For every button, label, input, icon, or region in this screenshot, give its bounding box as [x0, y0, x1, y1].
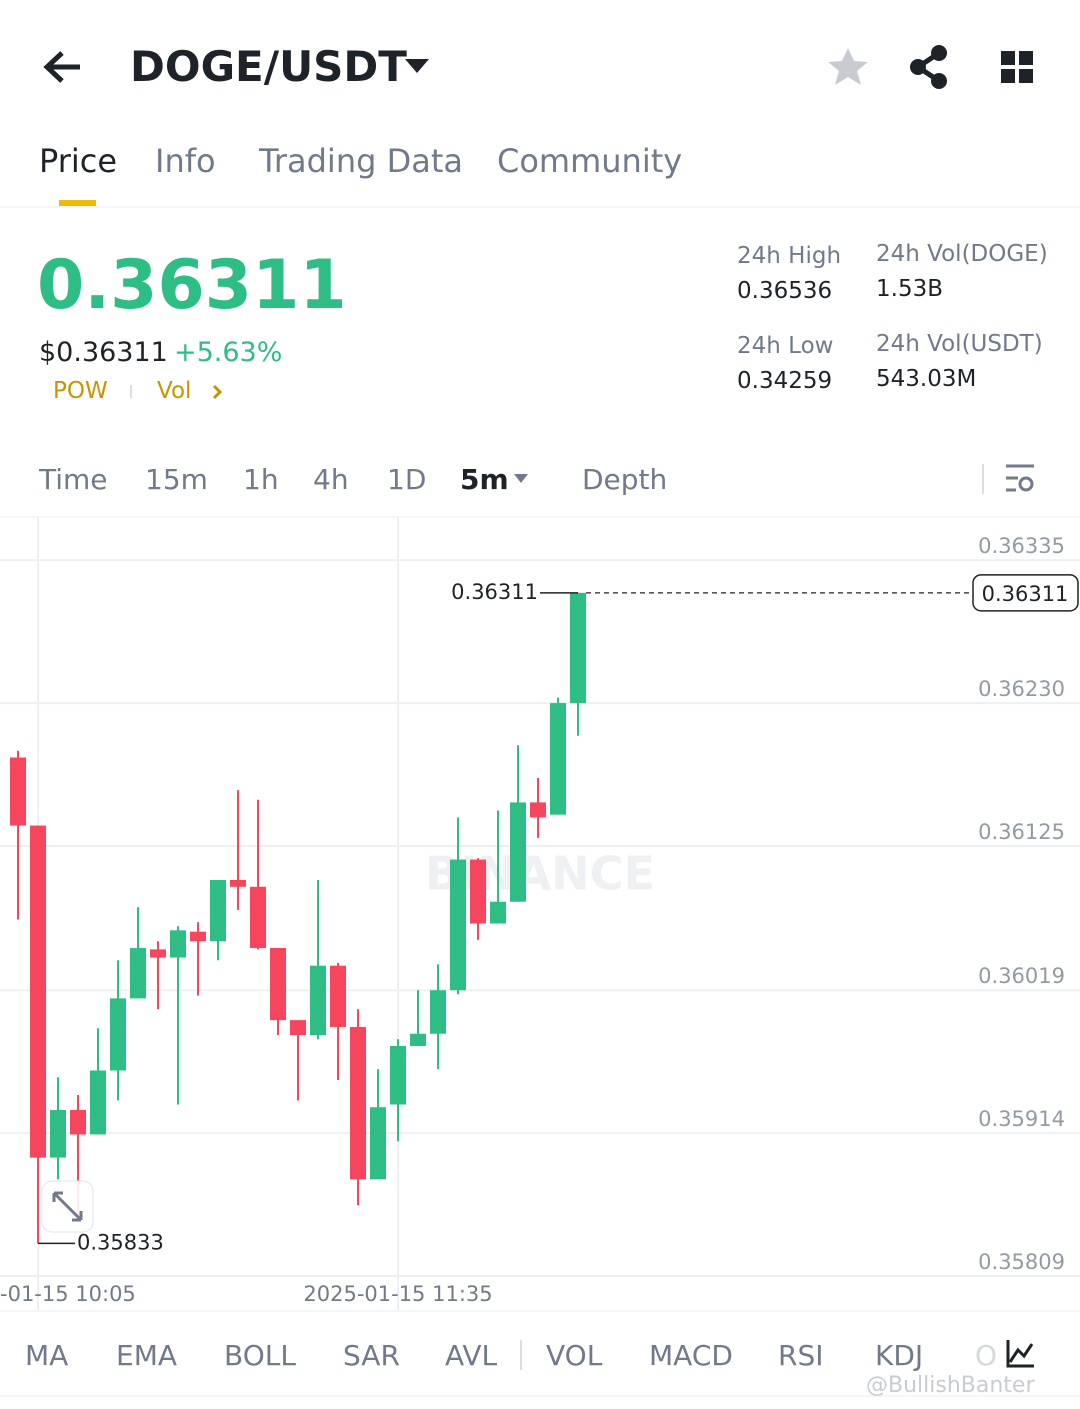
- y-tick-label: 0.35914: [978, 1107, 1065, 1131]
- interval[interactable]: 5m: [460, 463, 509, 496]
- candle-body: [130, 948, 146, 999]
- candle-body: [170, 930, 186, 958]
- indicator[interactable]: BOLL: [224, 1339, 296, 1372]
- candle-body: [10, 757, 26, 826]
- y-tick-label: 0.36125: [978, 820, 1065, 844]
- indicator[interactable]: SAR: [343, 1339, 400, 1372]
- candle-body: [110, 998, 126, 1071]
- change: +5.63%: [174, 337, 283, 368]
- indicator[interactable]: KDJ: [875, 1339, 924, 1372]
- tab[interactable]: Price: [39, 142, 118, 180]
- pair-caret[interactable]: [405, 59, 429, 73]
- candle-body: [210, 879, 226, 942]
- indicator[interactable]: O: [975, 1339, 998, 1372]
- stat-label: 24h Low: [737, 333, 834, 359]
- y-tick-label: 0.36230: [978, 677, 1065, 701]
- min-label: 0.35833: [77, 1230, 164, 1254]
- candle-body: [70, 1109, 86, 1135]
- candle-body: [490, 901, 506, 924]
- share-icon[interactable]: [910, 45, 947, 89]
- y-tick-label: 0.36019: [978, 964, 1065, 988]
- candle-body: [390, 1046, 406, 1105]
- expand-button[interactable]: [41, 1180, 94, 1233]
- indicator[interactable]: EMA: [116, 1339, 178, 1372]
- tab[interactable]: Info: [155, 142, 216, 180]
- indicator[interactable]: AVL: [445, 1339, 498, 1372]
- interval[interactable]: Time: [39, 463, 108, 496]
- candle-body: [550, 703, 566, 815]
- stat-label: 24h Vol(USDT): [876, 331, 1043, 357]
- stat-value: 543.03M: [876, 366, 977, 392]
- stat-label: 24h High: [737, 243, 842, 269]
- candle-body: [90, 1070, 106, 1135]
- interval[interactable]: 4h: [313, 463, 349, 496]
- candle-body: [430, 990, 446, 1034]
- interval[interactable]: 1h: [243, 463, 279, 496]
- usd-price: $0.36311: [39, 337, 168, 368]
- indicator[interactable]: MA: [25, 1339, 69, 1372]
- x-tick-label: 2025-01-15 11:35: [303, 1282, 492, 1306]
- back-icon[interactable]: [43, 51, 80, 83]
- stat-value: 1.53B: [876, 276, 943, 302]
- candle-body: [410, 1033, 426, 1046]
- candle-body: [50, 1109, 66, 1158]
- tab[interactable]: Community: [497, 142, 683, 180]
- indicator[interactable]: RSI: [778, 1339, 824, 1372]
- tab[interactable]: Trading Data: [259, 142, 463, 180]
- interval-caret[interactable]: [514, 474, 528, 483]
- candle-body: [250, 886, 266, 949]
- pair-title[interactable]: DOGE/USDT: [130, 42, 407, 91]
- indicator[interactable]: VOL: [546, 1339, 603, 1372]
- settings-icon[interactable]: [1006, 464, 1034, 492]
- candle-body: [370, 1107, 386, 1180]
- candle-body: [150, 949, 166, 958]
- y-tick-label: 0.36335: [978, 534, 1065, 558]
- candle-body: [570, 592, 586, 704]
- stat-value: 0.34259: [737, 368, 833, 394]
- chart-icon[interactable]: [1006, 1340, 1034, 1368]
- interval[interactable]: 15m: [145, 463, 208, 496]
- grid-icon[interactable]: [1001, 51, 1033, 83]
- last-price-box: [972, 574, 1079, 612]
- tag[interactable]: POW: [53, 378, 108, 404]
- candle-body: [350, 1026, 366, 1180]
- candle-body: [450, 859, 466, 991]
- max-label: 0.36311: [451, 580, 538, 604]
- last-price-tag: 0.36311: [982, 582, 1069, 606]
- chevron[interactable]: [212, 384, 223, 400]
- stat-value: 0.36536: [737, 278, 833, 304]
- candle-body: [530, 802, 546, 818]
- candle-body: [470, 859, 486, 924]
- y-tick-label: 0.35809: [978, 1250, 1065, 1274]
- candle-body: [230, 879, 246, 887]
- tag[interactable]: Vol: [157, 378, 192, 404]
- star-icon[interactable]: [828, 48, 868, 85]
- candle-body: [330, 965, 346, 1027]
- x-tick-label: -01-15 10:05: [0, 1282, 136, 1306]
- candle-body: [30, 825, 46, 1158]
- credit: @BullishBanter: [866, 1373, 1035, 1398]
- stat-label: 24h Vol(DOGE): [876, 241, 1048, 267]
- candle-body: [270, 948, 286, 1021]
- candle-body: [290, 1020, 306, 1036]
- indicator[interactable]: MACD: [649, 1339, 733, 1372]
- interval[interactable]: Depth: [582, 463, 668, 496]
- candle-body: [510, 802, 526, 902]
- tab-indicator: [59, 200, 96, 206]
- last-price: 0.36311: [37, 246, 347, 325]
- candle-body: [190, 931, 206, 942]
- candle-body: [310, 965, 326, 1036]
- interval[interactable]: 1D: [387, 463, 427, 496]
